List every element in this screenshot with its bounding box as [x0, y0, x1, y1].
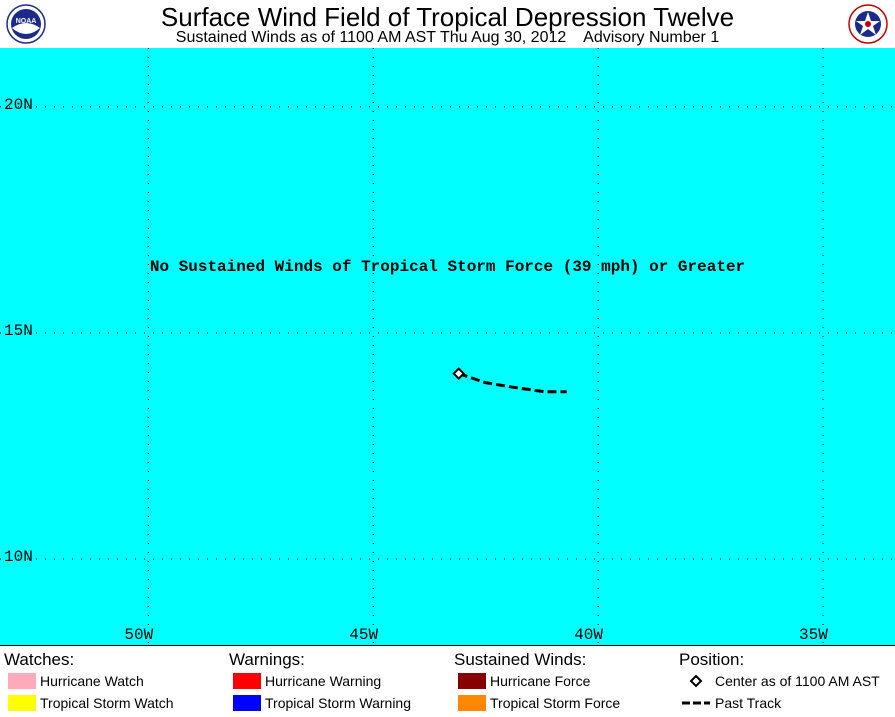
- legend-label: Tropical Storm Warning: [265, 695, 412, 711]
- page-title: Surface Wind Field of Tropical Depressio…: [160, 2, 735, 32]
- lat-label: 20N: [4, 95, 33, 114]
- swatch-hurricane-warning: [233, 673, 261, 689]
- header: NOAA Surface Wind Field of Tropical Depr…: [0, 0, 895, 48]
- lon-label: 50W: [124, 626, 154, 644]
- legend-heading-winds: Sustained Winds:: [454, 650, 587, 669]
- page-subtitle: Sustained Winds as of 1100 AM AST Thu Au…: [175, 29, 720, 46]
- swatch-tropical-storm-force: [458, 695, 486, 711]
- legend-item-hurricane-warning: Hurricane Warning: [229, 670, 381, 692]
- map-area: No Sustained Winds of Tropical Storm For…: [0, 48, 895, 645]
- legend-item-tropical-storm-warning: Tropical Storm Warning: [229, 692, 411, 714]
- no-winds-message: No Sustained Winds of Tropical Storm For…: [149, 258, 746, 276]
- legend-label: Hurricane Warning: [265, 673, 382, 689]
- legend-item-center: Center as of 1100 AM AST: [679, 670, 880, 692]
- past-track-line: [458, 372, 567, 394]
- legend-item-hurricane-force: Hurricane Force: [454, 670, 590, 692]
- swatch-hurricane-force: [458, 673, 486, 689]
- swatch-tropical-storm-warning: [233, 695, 261, 711]
- legend-warnings: Warnings: Hurricane Warning Tropical Sto…: [229, 650, 411, 714]
- storm-center-diamond-icon: [452, 367, 466, 381]
- dashed-line-icon: [682, 701, 710, 705]
- legend-item-past-track: Past Track: [679, 692, 781, 714]
- legend-item-tropical-storm-watch: Tropical Storm Watch: [4, 692, 174, 714]
- svg-text:NOAA: NOAA: [16, 18, 37, 25]
- legend-item-hurricane-watch: Hurricane Watch: [4, 670, 144, 692]
- legend-heading-watches: Watches:: [4, 650, 75, 669]
- legend-label: Past Track: [715, 695, 782, 711]
- lon-label: 45W: [349, 626, 379, 644]
- lat-label: 10N: [4, 548, 33, 567]
- lon-label: 35W: [799, 626, 828, 644]
- legend-heading-warnings: Warnings:: [229, 650, 305, 669]
- legend-winds: Sustained Winds: Hurricane Force Tropica…: [454, 650, 620, 714]
- legend-label: Hurricane Watch: [40, 673, 144, 689]
- swatch-tropical-storm-watch: [8, 695, 36, 711]
- diamond-icon: [689, 674, 703, 688]
- lon-label: 40W: [574, 626, 603, 644]
- legend-item-tropical-storm-force: Tropical Storm Force: [454, 692, 620, 714]
- legend-label: Center as of 1100 AM AST: [715, 673, 880, 689]
- legend-heading-position: Position:: [679, 650, 745, 669]
- legend: Watches: Hurricane Watch Tropical Storm …: [0, 645, 895, 717]
- map-graphics: [0, 48, 895, 645]
- noaa-logo: NOAA: [6, 4, 46, 44]
- legend-label: Tropical Storm Watch: [40, 695, 174, 711]
- legend-watches: Watches: Hurricane Watch Tropical Storm …: [4, 650, 174, 714]
- legend-position: Position: Center as of 1100 AM AST Past …: [679, 650, 880, 714]
- legend-label: Tropical Storm Force: [490, 695, 621, 711]
- lat-label: 15N: [4, 321, 33, 340]
- national-weather-service-logo: [848, 4, 888, 44]
- legend-label: Hurricane Force: [490, 673, 591, 689]
- swatch-hurricane-watch: [8, 673, 36, 689]
